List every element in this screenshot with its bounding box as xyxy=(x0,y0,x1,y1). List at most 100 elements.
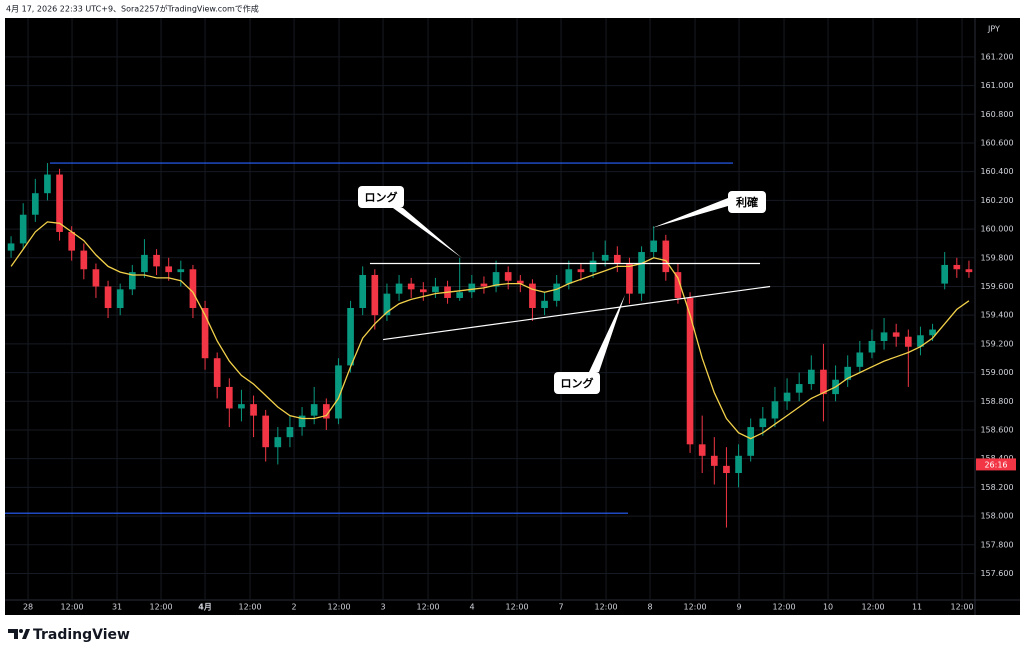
callout-pointer xyxy=(652,198,728,228)
y-tick-label: 160.400 xyxy=(980,167,1013,176)
candle-body xyxy=(747,427,755,456)
x-tick-label: 12:00 xyxy=(950,603,973,612)
callout-box xyxy=(554,372,600,394)
moving-average xyxy=(10,221,970,440)
candle-body xyxy=(322,404,330,419)
callout-box xyxy=(358,186,404,208)
candle-body xyxy=(541,300,548,308)
candle-body xyxy=(844,366,852,380)
y-tick-label: 160.600 xyxy=(980,138,1013,147)
x-tick-label: 12:00 xyxy=(61,603,84,612)
x-tick-label: 12:00 xyxy=(328,603,351,612)
candle-body xyxy=(820,369,827,395)
chart-background xyxy=(5,18,1020,615)
callout-text: ロング xyxy=(365,190,398,204)
candle-body xyxy=(213,358,221,387)
candle-body xyxy=(601,254,609,261)
x-tick-label: 12:00 xyxy=(595,603,618,612)
candle-body xyxy=(19,214,27,244)
candle-body xyxy=(941,264,949,284)
candle-body xyxy=(917,335,924,347)
candle-body xyxy=(141,254,148,273)
candle-body xyxy=(686,297,694,445)
x-tick-label: 8 xyxy=(648,603,653,612)
candle-body xyxy=(165,266,173,273)
y-tick-label: 158.800 xyxy=(980,397,1013,406)
candle-body xyxy=(225,386,233,409)
brand-logo xyxy=(8,629,30,639)
candle-body xyxy=(807,369,815,385)
candle-body xyxy=(892,332,900,337)
candle-body xyxy=(553,283,561,301)
candle-body xyxy=(395,283,403,294)
candle-body xyxy=(335,365,342,419)
candle-body xyxy=(116,289,124,308)
x-tick-label: 11 xyxy=(912,603,922,612)
x-tick-label: 28 xyxy=(23,603,33,612)
candle-body xyxy=(298,415,306,428)
x-tick-label: 12:00 xyxy=(506,603,529,612)
callout-pointer xyxy=(589,295,625,372)
candle-body xyxy=(189,269,197,308)
y-tick-label: 160.000 xyxy=(980,225,1013,234)
countdown-label: 26:16 xyxy=(984,460,1007,469)
candle-body xyxy=(371,274,379,316)
candle-body xyxy=(250,404,257,416)
candle-body xyxy=(662,240,670,273)
candle-body xyxy=(128,272,136,290)
price-tag xyxy=(976,458,1016,471)
callout-box xyxy=(728,191,766,213)
candle-body xyxy=(529,283,536,308)
candle-body xyxy=(274,437,282,448)
y-tick-label: 158.200 xyxy=(980,483,1013,492)
x-tick-label: 12:00 xyxy=(417,603,440,612)
y-tick-label: 158.000 xyxy=(980,512,1013,521)
candle-body xyxy=(723,465,730,474)
y-tick-label: 161.000 xyxy=(980,81,1013,90)
candle-body xyxy=(638,252,645,294)
candle-body xyxy=(492,272,500,287)
candle-body xyxy=(698,444,706,456)
y-tick-label: 160.200 xyxy=(980,196,1013,205)
candle-body xyxy=(480,283,488,287)
y-tick-label: 160.800 xyxy=(980,110,1013,119)
candle-body xyxy=(407,283,415,290)
candle-body xyxy=(347,308,354,366)
candle-body xyxy=(68,231,76,251)
candle-body xyxy=(153,254,160,267)
y-tick-label: 159.000 xyxy=(980,368,1013,377)
candle-body xyxy=(56,174,63,232)
x-tick-label: 3 xyxy=(381,603,386,612)
currency-label: JPY xyxy=(987,25,1000,34)
x-tick-label: 31 xyxy=(112,603,122,612)
x-tick-label: 10 xyxy=(823,603,833,612)
x-tick-label: 12:00 xyxy=(861,603,884,612)
candle-body xyxy=(310,404,318,416)
candle-body xyxy=(432,286,439,293)
y-tick-label: 161.200 xyxy=(980,52,1013,61)
candle-body xyxy=(468,283,476,293)
candle-body xyxy=(650,240,658,253)
candle-body xyxy=(626,263,633,294)
candle-body xyxy=(868,341,876,353)
y-tick-label: 159.200 xyxy=(980,339,1013,348)
logo-mark xyxy=(8,629,18,639)
x-tick-label: 9 xyxy=(737,603,742,612)
x-tick-label: 12:00 xyxy=(773,603,796,612)
x-tick-label: 4月 xyxy=(198,603,212,612)
x-tick-label: 4 xyxy=(470,603,475,612)
callout-text: 利確 xyxy=(736,195,758,209)
candle-body xyxy=(177,269,185,273)
candle-body xyxy=(359,274,367,308)
x-tick-label: 12:00 xyxy=(239,603,262,612)
candle-body xyxy=(92,269,100,287)
candle-body xyxy=(953,264,961,270)
candle-body xyxy=(286,427,294,438)
candle-body xyxy=(735,455,742,474)
candle-body xyxy=(589,260,597,273)
candle-body xyxy=(577,269,585,273)
candle-body xyxy=(710,455,718,466)
candle-body xyxy=(856,352,864,367)
brand-name: TradingView xyxy=(33,627,130,643)
